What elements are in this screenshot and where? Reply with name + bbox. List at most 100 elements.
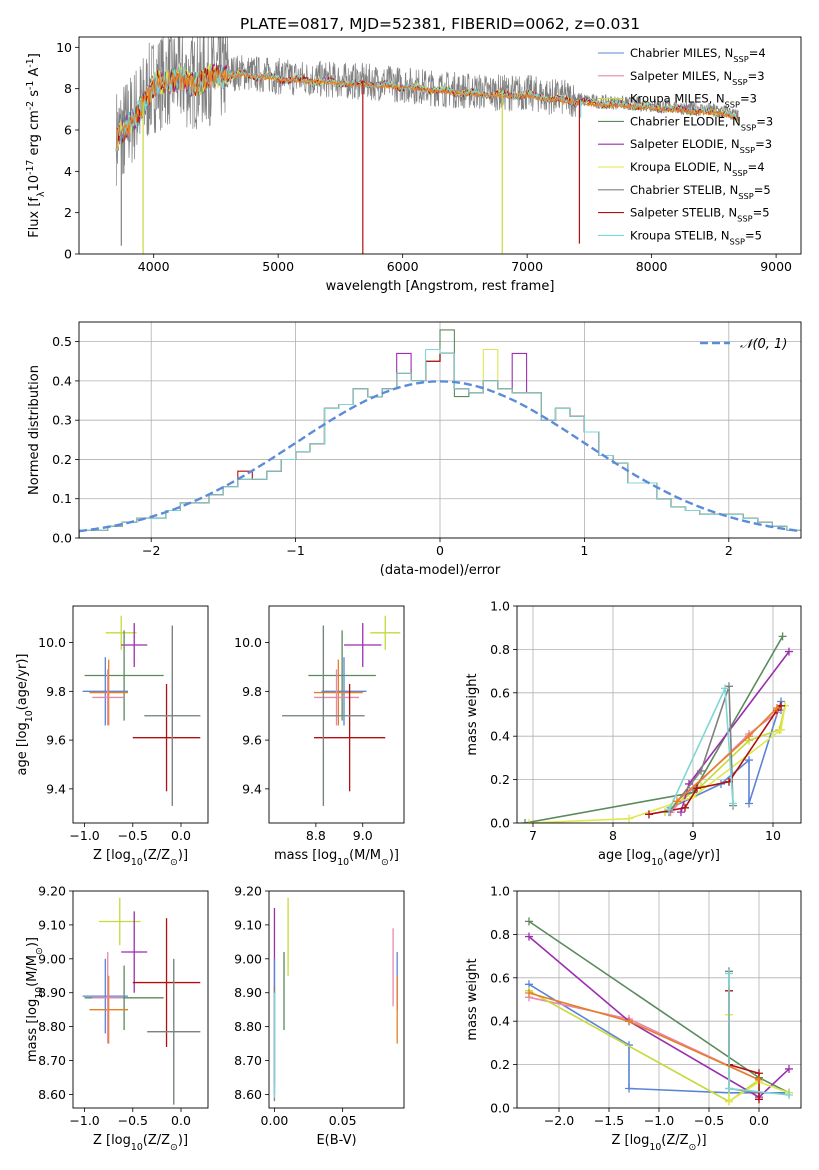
x-axis-label: (data-model)/error bbox=[380, 563, 501, 578]
y-tick-label: 8.90 bbox=[234, 985, 262, 1000]
x-tick-label: 0.0 bbox=[171, 1113, 191, 1128]
plot-area bbox=[79, 322, 801, 538]
panel-z-mass: −1.0 −0.5 0.0 8.60 8.70 8.80 8.90 9.00 9.10 9.20 Z… bbox=[25, 884, 209, 1153]
x-tick-label: −1.0 bbox=[69, 828, 99, 843]
x-tick-label: 8 bbox=[609, 828, 617, 843]
y-tick-label: 0.3 bbox=[52, 413, 72, 428]
x-tick-label: 0 bbox=[436, 543, 444, 558]
y-tick-label: 9.8 bbox=[242, 684, 262, 699]
plot-area bbox=[282, 615, 401, 806]
weight-series-line bbox=[524, 636, 784, 823]
weight-series-line bbox=[648, 705, 782, 816]
axes-frame bbox=[78, 36, 802, 255]
x-axis-label: wavelength [Angstrom, rest frame] bbox=[326, 279, 555, 294]
y-axis-label: mass [log10(M/M⊙)] bbox=[25, 937, 45, 1062]
x-tick-label: −1.5 bbox=[594, 1113, 624, 1128]
axes-frame bbox=[78, 321, 802, 539]
x-tick-label: 7000 bbox=[511, 259, 543, 274]
x-tick-label: 1 bbox=[580, 543, 588, 558]
y-tick-label: 0.2 bbox=[490, 772, 510, 787]
x-tick-label: 7 bbox=[529, 828, 537, 843]
y-tick-label: 9.20 bbox=[234, 884, 262, 899]
y-tick-label: 0.2 bbox=[52, 452, 72, 467]
plot-area bbox=[115, 37, 739, 254]
y-tick-label: 0.1 bbox=[52, 491, 72, 506]
x-tick-label: −2.0 bbox=[544, 1113, 574, 1128]
weight-marker bbox=[677, 808, 685, 817]
y-tick-label: 9.00 bbox=[234, 951, 262, 966]
panel-z-age: −1.0 −0.5 0.0 9.4 9.6 9.8 10.0 Z [log10(Z/Z⊙)] a… bbox=[15, 605, 209, 868]
y-tick-label: 0.6 bbox=[490, 970, 510, 985]
x-tick-label: 9.0 bbox=[353, 828, 373, 843]
x-tick-label: −1.0 bbox=[644, 1113, 674, 1128]
axes-frame bbox=[72, 890, 209, 1109]
weight-marker bbox=[785, 1090, 793, 1099]
axes-frame bbox=[516, 890, 802, 1109]
y-tick-label: 0.4 bbox=[490, 1014, 510, 1029]
legend-label: Chabrier MILES, NSSP=4 bbox=[630, 46, 766, 64]
y-tick-label: 0.6 bbox=[490, 685, 510, 700]
axes-frame bbox=[72, 605, 209, 824]
weight-marker bbox=[625, 1017, 633, 1026]
weight-series-line bbox=[528, 705, 786, 823]
weight-marker bbox=[785, 1064, 793, 1073]
x-tick-label: 0.05 bbox=[329, 1113, 357, 1128]
panel-age-weight: 7 8 9 10 0.0 0.2 0.4 0.6 0.8 1.0 age [log10(age/yr… bbox=[465, 599, 802, 868]
x-tick-label: 0.0 bbox=[171, 828, 191, 843]
weight-series-line bbox=[668, 686, 734, 813]
x-tick-label: 8000 bbox=[636, 259, 668, 274]
y-tick-label: 0.0 bbox=[490, 1101, 510, 1116]
y-tick-label: 0.8 bbox=[490, 642, 510, 657]
weight-marker bbox=[525, 932, 533, 941]
axes-frame bbox=[516, 605, 802, 824]
panel-spectrum: 4000 5000 6000 7000 8000 9000 0 2 4 6 8 10 wavelengt… bbox=[25, 36, 802, 294]
figure-title: PLATE=0817, MJD=52381, FIBERID=0062, z=0… bbox=[240, 15, 640, 33]
y-tick-label: 9.6 bbox=[46, 733, 66, 748]
y-tick-label: 10.0 bbox=[234, 635, 262, 650]
spectrum-model-line bbox=[115, 68, 739, 150]
x-axis-label: Z [log10(Z/Z⊙)] bbox=[93, 848, 188, 868]
weight-marker bbox=[625, 1084, 633, 1093]
y-tick-label: 0.4 bbox=[490, 729, 510, 744]
x-tick-label: 2 bbox=[725, 543, 733, 558]
weight-marker bbox=[725, 1084, 733, 1093]
y-tick-label: 0.5 bbox=[52, 334, 72, 349]
y-tick-label: 8.70 bbox=[234, 1053, 262, 1068]
y-tick-label: 8.70 bbox=[38, 1053, 66, 1068]
weight-marker bbox=[625, 814, 633, 823]
weight-marker bbox=[725, 1097, 733, 1106]
weight-marker bbox=[745, 799, 753, 808]
x-axis-label: mass [log10(M/M⊙)] bbox=[274, 848, 399, 868]
plot-area bbox=[517, 891, 801, 1108]
weight-marker bbox=[745, 732, 753, 741]
x-tick-label: −0.5 bbox=[694, 1113, 724, 1128]
y-tick-label: 0.0 bbox=[52, 531, 72, 546]
legend-label: Chabrier ELODIE, NSSP=3 bbox=[630, 114, 773, 132]
weight-marker bbox=[681, 803, 689, 812]
x-tick-label: 10 bbox=[765, 828, 781, 843]
y-tick-label: 0.2 bbox=[490, 1057, 510, 1072]
legend-label: Salpeter MILES, NSSP=3 bbox=[630, 69, 765, 87]
axes-frame bbox=[268, 605, 405, 824]
y-tick-label: 0.4 bbox=[52, 373, 72, 388]
legend-label: 𝒩(0, 1) bbox=[740, 337, 787, 352]
x-tick-label: 9 bbox=[689, 828, 697, 843]
weight-marker bbox=[755, 1075, 763, 1084]
panel-ebv-mass: 0.00 0.05 8.60 8.70 8.80 8.90 9.00 9.10 9.20 E(B-… bbox=[234, 884, 405, 1148]
weight-marker bbox=[645, 810, 653, 819]
legend-label: Salpeter ELODIE, NSSP=3 bbox=[630, 137, 772, 155]
x-axis-label: Z [log10(Z/Z⊙)] bbox=[93, 1133, 188, 1153]
y-tick-label: 8.80 bbox=[38, 1019, 66, 1034]
y-axis-label: Flux [fλ10-17 erg cm-2 s-1 A-1] bbox=[25, 53, 47, 238]
y-tick-label: 9.4 bbox=[46, 781, 66, 796]
x-tick-label: 5000 bbox=[262, 259, 294, 274]
y-axis-label: age [log10(age/yr)] bbox=[15, 654, 35, 776]
plot-area bbox=[82, 897, 201, 1105]
weight-marker bbox=[785, 647, 793, 656]
weight-marker bbox=[745, 756, 753, 765]
weight-marker bbox=[525, 917, 533, 926]
plot-area bbox=[82, 615, 201, 806]
weight-marker bbox=[693, 784, 701, 793]
weight-marker bbox=[665, 805, 673, 814]
legend-label: Salpeter STELIB, NSSP=5 bbox=[630, 206, 770, 224]
